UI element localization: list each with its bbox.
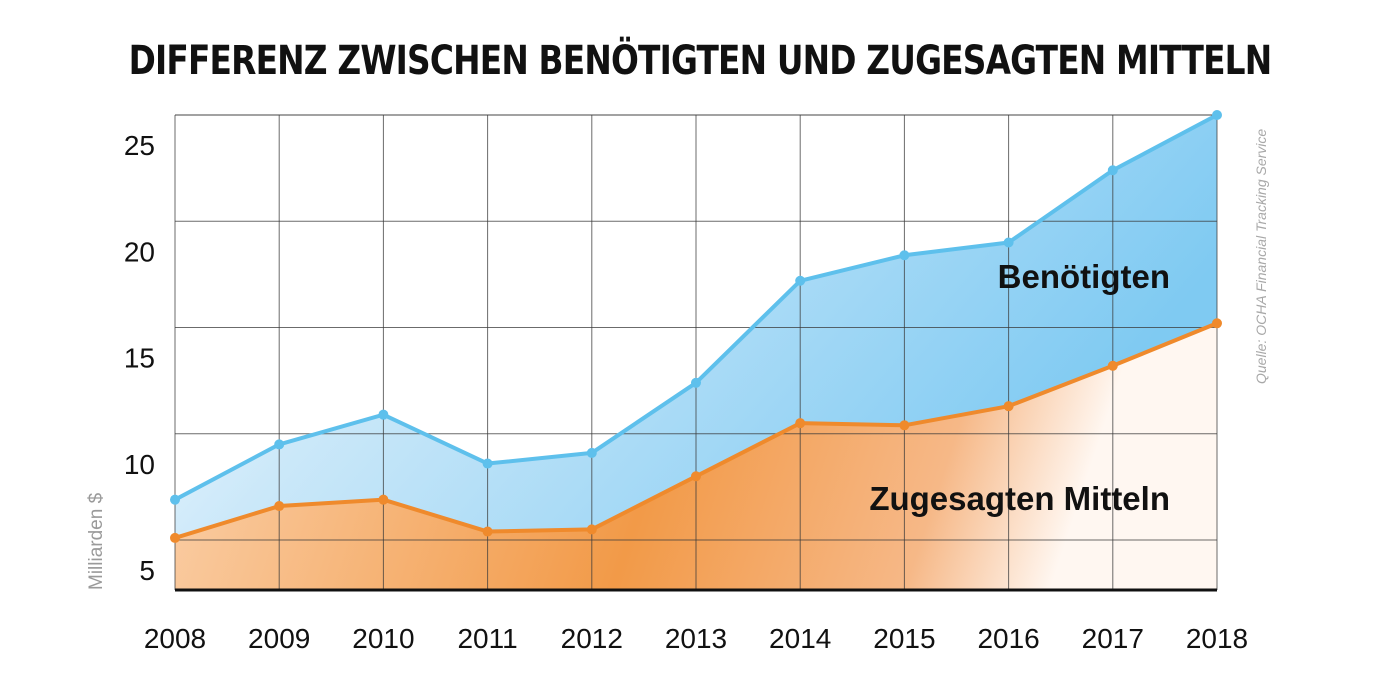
point-benoetigten-2010: [378, 409, 389, 420]
y-axis-label: Milliarden $: [86, 492, 107, 590]
point-benoetigten-2014: [795, 275, 806, 286]
point-zugesagten-2018: [1212, 318, 1222, 329]
x-tick-label: 2009: [248, 623, 310, 654]
series-label-zugesagten: Zugesagten Mitteln: [869, 480, 1170, 517]
point-zugesagten-2011: [482, 526, 493, 537]
y-tick-label: 5: [139, 555, 155, 586]
chart-title: DIFFERENZ ZWISCHEN BENÖTIGTEN UND ZUGESA…: [128, 38, 1273, 84]
point-zugesagten-2015: [899, 420, 910, 431]
point-benoetigten-2009: [274, 439, 285, 450]
point-zugesagten-2008: [170, 532, 180, 543]
x-tick-label: 2016: [977, 623, 1039, 654]
point-benoetigten-2013: [691, 377, 701, 388]
point-benoetigten-2011: [482, 458, 493, 469]
x-tick-label: 2008: [144, 623, 206, 654]
y-tick-label: 20: [124, 236, 155, 267]
x-tick-label: 2010: [352, 623, 414, 654]
x-tick-label: 2015: [873, 623, 935, 654]
x-tick-label: 2014: [769, 623, 831, 654]
source-note: Quelle: OCHA Financial Tracking Service: [1253, 129, 1269, 384]
series-label-benoetigten: Benötigten: [998, 258, 1170, 295]
area-zugesagten: [175, 323, 1217, 590]
point-zugesagten-2014: [795, 418, 806, 429]
point-benoetigten-2015: [899, 250, 910, 261]
y-tick-label: 15: [124, 343, 155, 374]
y-tick-label: 25: [124, 130, 155, 161]
point-zugesagten-2012: [586, 524, 597, 535]
point-zugesagten-2009: [274, 501, 285, 512]
x-tick-label: 2018: [1186, 623, 1248, 654]
y-tick-label: 10: [124, 449, 155, 480]
point-zugesagten-2016: [1003, 401, 1014, 412]
x-tick-label: 2017: [1082, 623, 1144, 654]
point-zugesagten-2013: [691, 471, 701, 482]
point-zugesagten-2010: [378, 494, 389, 505]
x-tick-label: 2013: [665, 623, 727, 654]
point-zugesagten-2017: [1107, 360, 1118, 371]
point-benoetigten-2008: [170, 494, 180, 505]
point-benoetigten-2016: [1003, 237, 1014, 248]
point-benoetigten-2018: [1212, 110, 1222, 120]
lines-layer: [170, 110, 1222, 543]
x-tick-label: 2011: [457, 623, 517, 654]
grid-layer: [174, 114, 1218, 590]
point-benoetigten-2012: [586, 447, 597, 458]
axes-layer: 2008 2009 2010 2011 2012 2013 2014 2015 2016 2017…: [124, 130, 1248, 654]
point-benoetigten-2017: [1107, 165, 1118, 176]
x-tick-label: 2012: [561, 623, 623, 654]
